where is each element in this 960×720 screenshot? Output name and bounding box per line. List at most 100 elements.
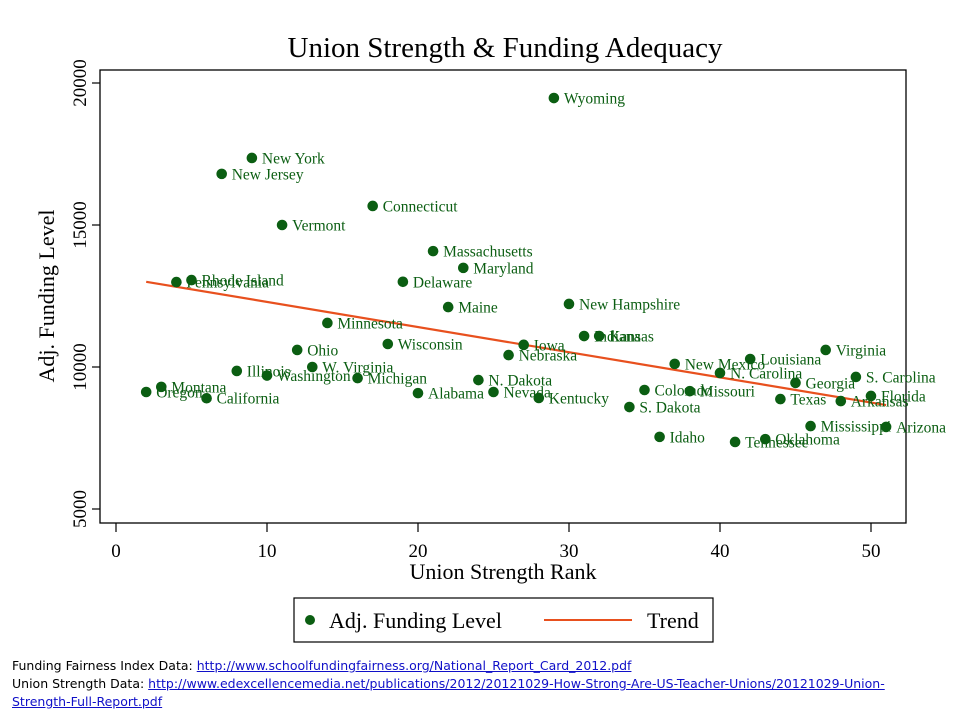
data-point-minnesota [322, 317, 333, 329]
point-label-maine: Maine [458, 300, 498, 317]
data-point-new-york [246, 152, 258, 164]
data-point-mississippi [805, 420, 816, 432]
data-point-oregon [140, 386, 152, 398]
footer-prefix: Union Strength Data: [12, 676, 149, 691]
x-tick-label: 30 [560, 541, 579, 562]
x-axis-label: Union Strength Rank [410, 559, 597, 584]
footer-line-funding: Funding Fairness Index Data: http://www.… [12, 657, 952, 675]
data-point-nebraska [503, 349, 514, 361]
data-point-oklahoma [760, 433, 771, 445]
data-point-s-dakota [624, 401, 635, 413]
union-data-link[interactable]: http://www.edexcellencemedia.net/publica… [148, 676, 885, 691]
data-point-massachusetts [427, 245, 439, 257]
source-footer: Funding Fairness Index Data: http://www.… [12, 657, 952, 711]
point-label-kansas: Kansas [609, 329, 654, 346]
data-point-connecticut [367, 200, 379, 212]
x-tick-label: 20 [409, 541, 428, 562]
data-point-kansas [593, 330, 605, 342]
point-label-vermont: Vermont [292, 218, 346, 235]
point-label-pennsylvania: Pennsylvania [186, 275, 269, 292]
data-point-texas [775, 393, 786, 405]
data-point-arizona [880, 421, 892, 433]
point-label-georgia: Georgia [806, 375, 856, 392]
point-label-arizona: Arizona [896, 419, 946, 436]
point-label-w-virginia: W. Virginia [322, 360, 393, 377]
data-point-michigan [352, 372, 363, 384]
point-label-nebraska: Nebraska [519, 348, 578, 365]
point-label-texas: Texas [790, 392, 826, 409]
data-point-missouri [684, 385, 696, 397]
legend-label-points: Adj. Funding Level [329, 608, 502, 633]
point-label-delaware: Delaware [413, 274, 472, 291]
point-label-iowa: Iowa [534, 337, 565, 354]
data-point-alabama [412, 387, 424, 399]
point-label-louisiana: Louisiana [760, 352, 821, 369]
point-label-michigan: Michigan [368, 371, 428, 388]
point-label-new-jersey: New Jersey [232, 166, 304, 183]
data-point-n-carolina [714, 367, 726, 379]
point-label-ohio: Ohio [307, 342, 338, 359]
point-label-mississippi: Mississippi [821, 419, 892, 436]
data-point-colorado [639, 384, 650, 396]
data-point-ohio [291, 344, 303, 356]
data-point-maine [442, 301, 454, 313]
x-axis: 0 10 20 30 40 50 [111, 523, 881, 562]
point-label-n-carolina: N. Carolina [730, 365, 802, 382]
point-label-colorado: Colorado [655, 383, 713, 400]
data-point-illinois [231, 365, 243, 377]
point-label-missouri: Missouri [700, 384, 756, 401]
data-point-new-jersey [216, 168, 227, 180]
y-tick-label: 15000 [70, 201, 91, 249]
funding-data-link[interactable]: http://www.schoolfundingfairness.org/Nat… [196, 658, 632, 673]
footer-line-union: Union Strength Data: http://www.edexcell… [12, 675, 952, 693]
x-tick-label: 40 [711, 541, 730, 562]
point-label-wyoming: Wyoming [564, 91, 625, 108]
point-label-maryland: Maryland [473, 260, 534, 277]
union-data-link-continued[interactable]: Strength-Full-Report.pdf [12, 694, 163, 709]
legend: Adj. Funding Level Trend [293, 597, 714, 643]
y-axis: 5000 10000 15000 20000 [70, 59, 100, 528]
point-label-virginia: Virginia [836, 342, 887, 359]
footer-prefix: Funding Fairness Index Data: [12, 658, 197, 673]
point-label-new-hampshire: New Hampshire [579, 296, 680, 313]
point-label-wisconsin: Wisconsin [398, 336, 463, 353]
point-label-washington: Washington [277, 368, 351, 385]
data-point-rhode-island [186, 274, 197, 286]
data-point-indiana [578, 330, 590, 342]
point-label-rhode-island: Rhode Island [202, 273, 284, 290]
point-label-indiana: Indiana [594, 329, 641, 346]
data-point-washington [261, 370, 273, 381]
x-tick-label: 0 [111, 541, 121, 562]
point-label-s-dakota: S. Dakota [639, 400, 700, 417]
data-point-iowa [518, 339, 529, 351]
point-label-idaho: Idaho [670, 429, 706, 446]
point-label-massachusetts: Massachusetts [443, 244, 533, 261]
point-label-minnesota: Minnesota [337, 315, 403, 332]
data-point-montana [156, 381, 167, 393]
point-label-connecticut: Connecticut [383, 198, 459, 215]
point-label-kentucky: Kentucky [549, 390, 610, 407]
data-point-new-mexico [669, 358, 680, 370]
data-point-louisiana [744, 353, 756, 365]
point-label-oklahoma: Oklahoma [775, 432, 840, 449]
data-point-florida [865, 390, 877, 402]
data-point-arkansas [835, 395, 847, 407]
data-point-new-hampshire [563, 298, 575, 310]
legend-box [293, 597, 714, 643]
data-point-nevada [488, 386, 499, 398]
data-point-kentucky [533, 392, 545, 404]
data-point-virginia [820, 344, 831, 356]
point-label-florida: Florida [881, 388, 926, 405]
y-tick-label: 20000 [70, 59, 91, 107]
x-tick-label: 50 [862, 541, 881, 562]
point-label-oregon: Oregon [156, 384, 203, 401]
data-point-n-dakota [473, 374, 484, 386]
point-label-s-carolina: S. Carolina [866, 369, 936, 386]
data-point-pennsylvania [171, 276, 182, 288]
x-tick-label: 10 [258, 541, 277, 562]
point-label-new-york: New York [262, 150, 325, 167]
data-point-delaware [397, 276, 409, 288]
data-point-maryland [458, 262, 469, 274]
point-label-alabama: Alabama [428, 386, 484, 403]
data-point-s-carolina [850, 371, 862, 383]
